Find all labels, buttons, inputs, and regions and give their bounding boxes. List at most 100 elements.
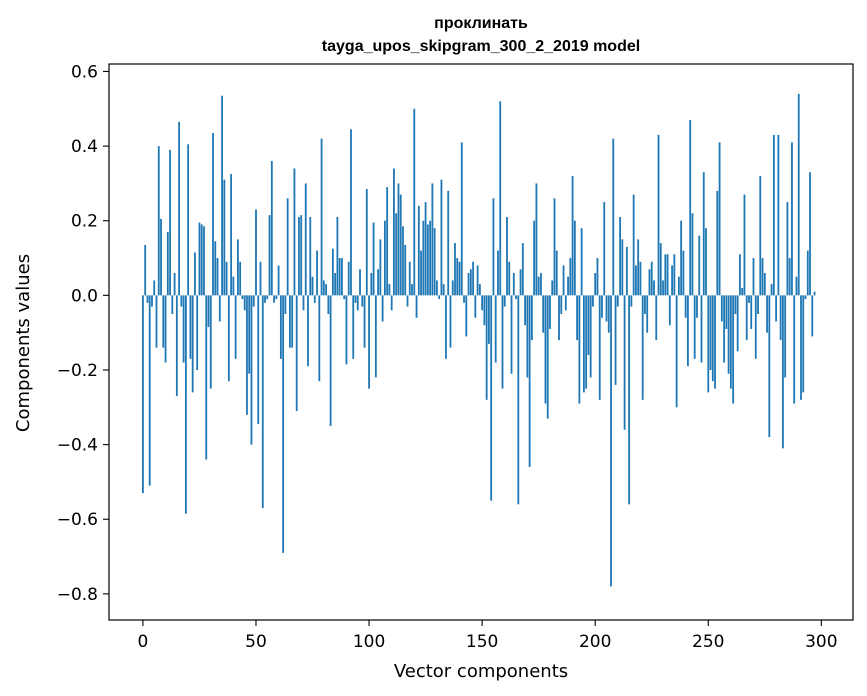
bar-221 [641,295,644,400]
bar-80 [322,280,325,296]
bar-4 [151,295,153,307]
bar-38 [227,295,230,382]
y-tick-label: −0.2 [57,361,98,381]
bar-191 [573,220,576,296]
bar-115 [402,226,404,296]
bar-149 [478,284,481,296]
bar-126 [426,224,429,296]
y-axis-ticks: −0.8 −0.6 −0.4 −0.2 0.0 0.2 0.4 0.6 [57,62,109,605]
bar-280 [775,295,778,322]
bar-117 [406,295,409,307]
bar-182 [553,198,556,296]
bar-35 [221,95,223,296]
bar-24 [196,295,199,370]
bar-22 [191,295,194,393]
bar-236 [675,295,678,408]
bar-95 [356,295,359,311]
bar-177 [542,295,545,333]
bar-47 [248,295,251,374]
bar-13 [171,295,174,315]
bar-144 [467,272,470,296]
bar-89 [343,295,346,300]
bar-103 [374,295,377,378]
bar-134 [445,295,447,359]
bar-223 [646,295,649,333]
bar-53 [261,295,264,509]
bar-176 [540,272,542,296]
bar-100 [368,295,370,389]
bar-138 [454,243,456,296]
bar-136 [449,295,452,348]
bar-71 [302,295,305,311]
bar-102 [372,222,375,296]
bar-36 [223,179,226,296]
bar-133 [442,284,445,296]
bar-93 [352,295,355,359]
bar-183 [555,250,558,296]
bar-242 [689,119,692,296]
bar-261 [732,295,735,404]
bar-284 [784,295,787,378]
bar-84 [331,248,334,296]
bar-206 [607,295,610,333]
bar-290 [797,93,800,296]
bar-293 [804,295,807,300]
bar-263 [736,295,739,352]
bar-185 [560,295,563,315]
bar-250 [707,295,710,393]
bar-66 [291,295,294,348]
x-tick-label: 100 [353,632,385,652]
bar-105 [379,239,382,296]
bar-111 [393,168,395,296]
bar-81 [325,284,327,296]
bar-232 [666,254,669,296]
bar-211 [619,216,621,296]
bar-104 [377,269,380,296]
bar-213 [623,295,626,430]
bar-16 [178,121,181,296]
bar-62 [282,295,285,553]
bar-288 [793,295,796,404]
bar-209 [614,295,617,385]
x-axis-ticks: 0 50 100 150 200 250 300 [138,620,838,652]
bar-241 [687,295,689,367]
bar-205 [605,295,608,322]
bar-43 [239,261,242,296]
bar-101 [370,272,373,296]
bar-20 [187,144,190,296]
bar-172 [530,295,533,341]
y-tick-label: −0.8 [57,585,98,605]
x-tick-label: 300 [805,632,837,652]
bar-63 [284,295,287,315]
bar-259 [727,295,730,374]
bar-90 [345,295,348,365]
bar-121 [415,295,418,318]
bar-245 [696,295,698,318]
bar-244 [693,295,696,359]
bar-160 [503,295,506,307]
bar-46 [246,295,248,415]
x-tick-label: 150 [466,632,498,652]
bar-26 [200,224,203,296]
bar-40 [232,276,235,296]
bar-164 [512,272,515,296]
bar-7 [157,146,160,296]
bar-224 [648,269,651,296]
bar-166 [517,295,520,505]
bar-52 [259,261,262,296]
bar-3 [148,295,151,486]
bar-69 [298,216,300,296]
bar-158 [499,101,502,296]
bar-297 [813,291,816,296]
bar-267 [745,295,748,341]
bar-10 [164,295,167,363]
bar-98 [363,295,366,348]
bar-58 [273,295,275,303]
bar-286 [788,258,791,296]
bar-99 [365,189,368,296]
y-tick-label: 0.0 [71,286,98,306]
bar-163 [510,295,513,374]
bar-9 [162,295,165,348]
bar-57 [270,161,273,296]
x-tick-label: 250 [692,632,724,652]
